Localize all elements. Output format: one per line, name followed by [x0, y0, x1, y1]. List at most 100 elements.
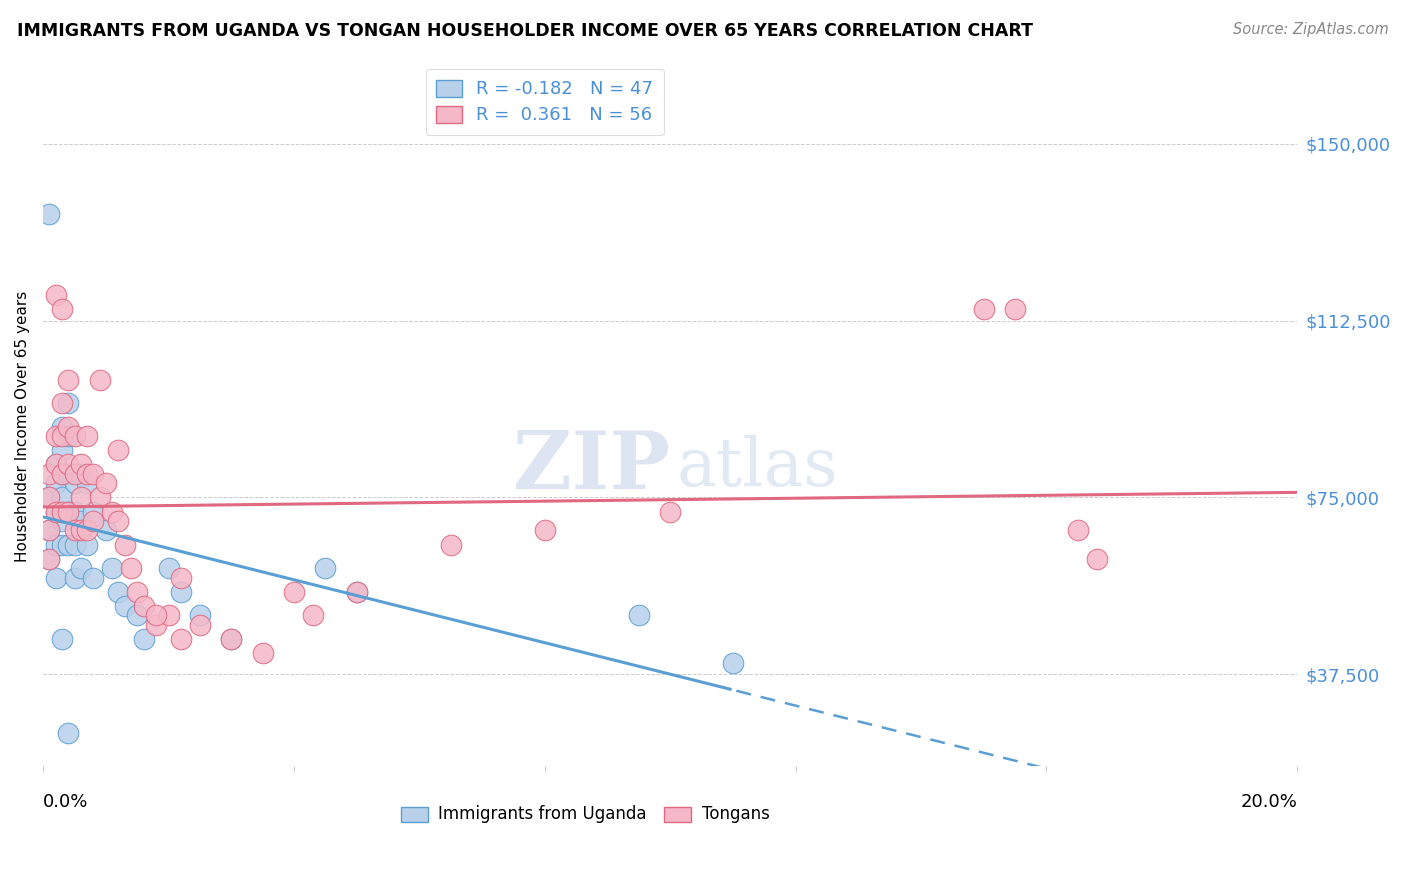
Point [38, 491, 60, 505]
Point [58, 429, 80, 443]
Point [973, 301, 995, 316]
Point [58, 726, 80, 740]
Point [107, 584, 129, 599]
Point [346, 584, 368, 599]
Point [45, 429, 67, 443]
Point [76, 476, 98, 491]
Point [63, 538, 86, 552]
Point [114, 538, 136, 552]
Point [76, 524, 98, 538]
Point [94, 476, 117, 491]
Point [1004, 301, 1026, 316]
Point [63, 476, 86, 491]
Point [45, 538, 67, 552]
Point [120, 561, 142, 575]
Point [51, 396, 73, 410]
Text: 20.0%: 20.0% [1240, 793, 1298, 811]
Point [45, 458, 67, 472]
Point [58, 505, 80, 519]
Point [188, 618, 211, 632]
Point [69, 514, 91, 528]
Text: Immigrants from Uganda: Immigrants from Uganda [439, 805, 647, 823]
Point [145, 608, 167, 623]
Point [440, 538, 463, 552]
Point [101, 561, 124, 575]
Point [69, 524, 91, 538]
Point [76, 538, 98, 552]
Point [63, 505, 86, 519]
FancyBboxPatch shape [401, 807, 429, 822]
Point [45, 476, 67, 491]
Point [38, 524, 60, 538]
Point [107, 443, 129, 458]
Point [145, 618, 167, 632]
Text: atlas: atlas [676, 434, 838, 500]
Point [82, 514, 104, 528]
Point [346, 584, 368, 599]
Point [301, 608, 323, 623]
Point [51, 419, 73, 434]
Point [721, 656, 744, 670]
Point [51, 505, 73, 519]
Y-axis label: Householder Income Over 65 years: Householder Income Over 65 years [15, 291, 30, 562]
Point [51, 301, 73, 316]
Point [63, 467, 86, 481]
Text: 0.0%: 0.0% [44, 793, 89, 811]
Point [101, 505, 124, 519]
Point [63, 571, 86, 585]
Point [45, 505, 67, 519]
Point [58, 538, 80, 552]
Point [221, 632, 243, 646]
Text: ZIP: ZIP [513, 428, 671, 507]
Point [51, 514, 73, 528]
Point [51, 491, 73, 505]
Point [170, 584, 193, 599]
Point [76, 429, 98, 443]
Point [1067, 524, 1090, 538]
Text: Tongans: Tongans [702, 805, 769, 823]
Point [51, 467, 73, 481]
Point [188, 608, 211, 623]
Point [627, 608, 650, 623]
Point [58, 372, 80, 386]
Point [127, 584, 149, 599]
Point [89, 372, 111, 386]
Point [63, 524, 86, 538]
Point [58, 419, 80, 434]
Point [38, 491, 60, 505]
Point [58, 505, 80, 519]
Text: IMMIGRANTS FROM UGANDA VS TONGAN HOUSEHOLDER INCOME OVER 65 YEARS CORRELATION CH: IMMIGRANTS FROM UGANDA VS TONGAN HOUSEHO… [17, 22, 1033, 40]
FancyBboxPatch shape [664, 807, 692, 822]
Point [51, 538, 73, 552]
Point [114, 599, 136, 613]
Point [38, 551, 60, 566]
Point [69, 491, 91, 505]
Point [157, 561, 180, 575]
Point [94, 524, 117, 538]
Point [45, 458, 67, 472]
Point [51, 429, 73, 443]
Point [107, 514, 129, 528]
Point [659, 505, 682, 519]
Point [76, 467, 98, 481]
Point [221, 632, 243, 646]
Point [127, 608, 149, 623]
Point [58, 458, 80, 472]
Legend: R = -0.182   N = 47, R =  0.361   N = 56: R = -0.182 N = 47, R = 0.361 N = 56 [426, 69, 664, 136]
Point [45, 287, 67, 301]
Point [132, 599, 155, 613]
Point [157, 608, 180, 623]
Point [170, 632, 193, 646]
Point [89, 491, 111, 505]
Point [82, 571, 104, 585]
Point [1085, 551, 1108, 566]
Point [252, 646, 274, 660]
Point [38, 551, 60, 566]
Point [132, 632, 155, 646]
Point [38, 524, 60, 538]
Text: Source: ZipAtlas.com: Source: ZipAtlas.com [1233, 22, 1389, 37]
Point [58, 467, 80, 481]
Point [51, 632, 73, 646]
Point [283, 584, 305, 599]
Point [82, 467, 104, 481]
